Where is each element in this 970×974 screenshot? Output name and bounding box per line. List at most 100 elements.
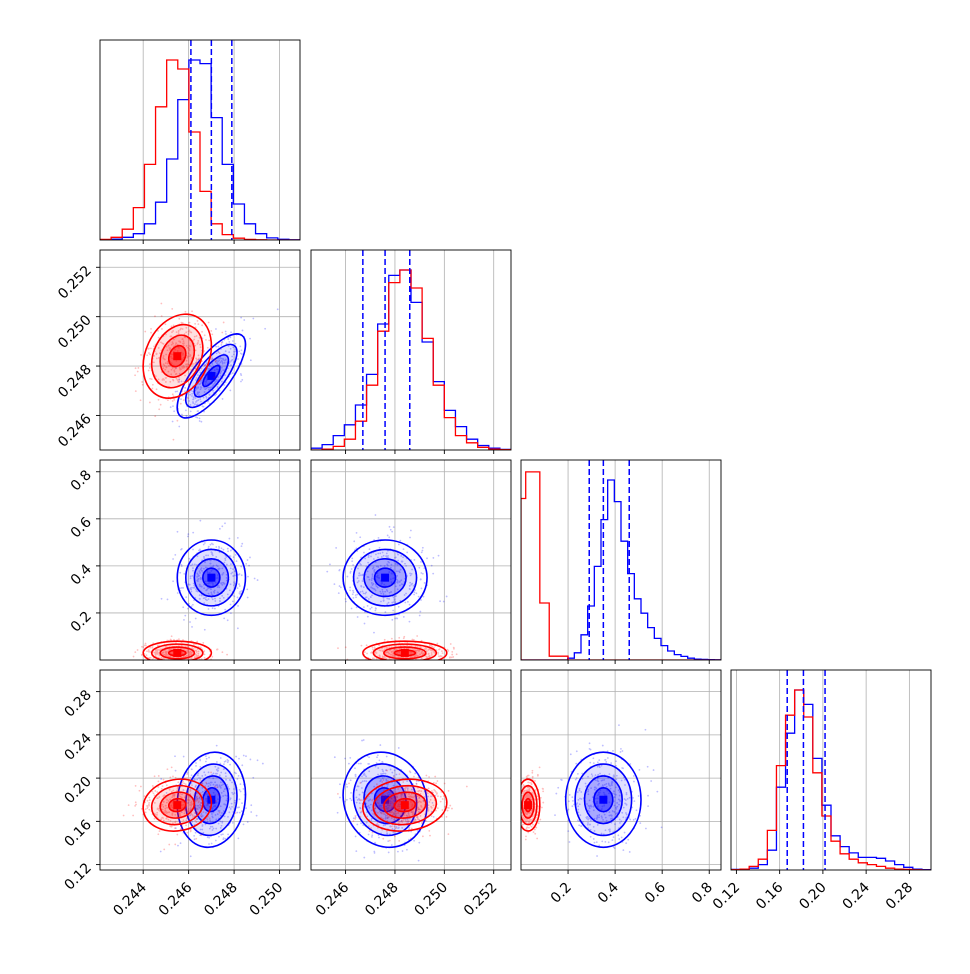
- data-point: [172, 438, 175, 441]
- data-point: [176, 786, 179, 789]
- data-point: [169, 798, 172, 801]
- data-point: [186, 645, 189, 648]
- data-point: [179, 368, 181, 371]
- data-point: [209, 825, 212, 828]
- data-point: [151, 646, 154, 649]
- data-point: [194, 368, 197, 370]
- data-point: [183, 809, 186, 812]
- data-point: [189, 776, 192, 779]
- data-point: [222, 810, 225, 812]
- data-point: [164, 651, 167, 654]
- data-point: [400, 793, 403, 795]
- data-point: [238, 757, 240, 760]
- data-point: [181, 793, 183, 796]
- data-point: [224, 374, 226, 377]
- data-point: [333, 583, 336, 586]
- data-point: [596, 855, 598, 857]
- data-point: [519, 800, 521, 802]
- data-point: [192, 582, 195, 585]
- data-point: [154, 650, 157, 652]
- data-point: [221, 651, 224, 654]
- data-point: [163, 358, 166, 361]
- data-point: [235, 772, 237, 775]
- data-point: [187, 650, 190, 653]
- data-point: [185, 809, 188, 811]
- data-point: [194, 362, 196, 365]
- data-point: [229, 779, 232, 782]
- data-point: [410, 662, 412, 664]
- data-point: [170, 825, 173, 828]
- data-point: [169, 664, 171, 666]
- data-point: [352, 820, 355, 822]
- data-point: [188, 799, 191, 802]
- data-point: [160, 597, 163, 600]
- data-point: [140, 654, 143, 656]
- contour-series_b: [142, 640, 213, 660]
- data-point: [168, 662, 170, 664]
- data-point: [189, 621, 191, 623]
- data-point: [391, 827, 394, 830]
- data-point: [408, 587, 411, 590]
- data-point: [143, 644, 146, 647]
- data-point: [367, 875, 369, 877]
- data-point: [393, 599, 396, 601]
- data-point: [196, 555, 199, 558]
- data-point: [389, 578, 392, 581]
- data-point: [170, 355, 172, 358]
- data-point: [157, 357, 160, 359]
- data-point: [181, 322, 183, 324]
- data-point: [190, 813, 193, 815]
- data-point: [175, 377, 178, 380]
- data-point: [437, 554, 440, 557]
- data-point: [198, 420, 201, 422]
- panel-content: [132, 519, 259, 666]
- data-point: [518, 786, 520, 788]
- data-point: [394, 617, 397, 620]
- data-point: [182, 352, 184, 355]
- data-point: [198, 777, 200, 779]
- data-point: [435, 782, 437, 785]
- data-point: [213, 382, 216, 385]
- data-point: [384, 590, 386, 593]
- data-point: [211, 582, 214, 585]
- data-point: [200, 585, 202, 588]
- scatter-series_a: [333, 739, 447, 877]
- data-point: [518, 806, 520, 808]
- data-point: [186, 649, 189, 652]
- data-point: [167, 818, 170, 821]
- data-point: [448, 656, 451, 659]
- data-point: [362, 592, 365, 595]
- data-point: [358, 574, 360, 577]
- data-point: [190, 651, 193, 654]
- data-point: [188, 602, 190, 605]
- data-point: [241, 542, 244, 545]
- data-point: [171, 331, 173, 334]
- data-point: [427, 652, 430, 655]
- data-point: [180, 811, 183, 813]
- data-point: [217, 793, 220, 796]
- panel-3-1: [310, 669, 512, 877]
- data-point: [250, 804, 253, 807]
- data-point: [193, 335, 196, 338]
- data-point: [189, 403, 192, 406]
- data-point: [430, 645, 433, 647]
- data-point: [415, 782, 418, 785]
- data-point: [189, 331, 192, 333]
- data-point: [155, 352, 158, 355]
- data-point: [344, 598, 347, 600]
- data-point: [189, 829, 192, 832]
- data-point: [221, 812, 223, 814]
- data-point: [212, 772, 215, 775]
- data-point: [168, 347, 171, 349]
- data-point: [190, 802, 193, 805]
- data-point: [200, 567, 203, 570]
- data-point: [416, 635, 419, 637]
- data-point: [373, 570, 376, 573]
- data-point: [171, 341, 174, 344]
- data-point: [601, 744, 604, 747]
- data-point: [146, 806, 149, 809]
- data-point: [371, 594, 373, 597]
- data-point: [188, 344, 191, 347]
- data-point: [242, 754, 245, 757]
- data-point: [197, 392, 199, 395]
